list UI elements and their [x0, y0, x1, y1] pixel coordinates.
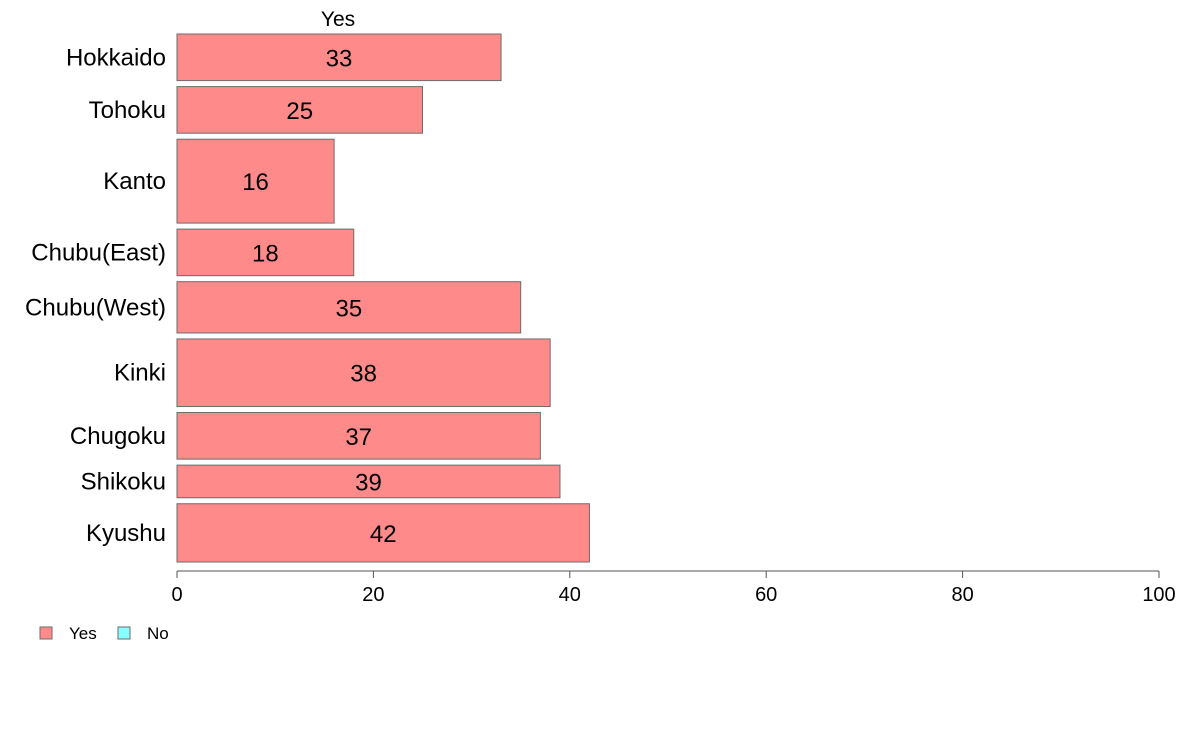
category-label-chubu-west: Chubu(West): [25, 294, 166, 321]
category-label-chubu-east: Chubu(East): [31, 239, 166, 266]
category-label-kyushu: Kyushu: [86, 520, 166, 547]
data-label-shikoku: 39: [355, 469, 382, 496]
x-tick-label-100: 100: [1142, 584, 1175, 606]
bar-kinki-yes: [176, 338, 551, 408]
category-label-hokkaido: Hokkaido: [66, 44, 166, 71]
category-label-kinki: Kinki: [114, 360, 166, 387]
data-label-tohoku: 25: [286, 98, 313, 125]
data-label-chugoku: 37: [345, 424, 372, 451]
category-label-shikoku: Shikoku: [81, 468, 166, 495]
legend: Yes No: [39, 624, 169, 643]
data-labels: 33 25 16 18 35 38 37 39 42: [242, 45, 396, 548]
data-label-kanto: 16: [242, 169, 269, 196]
legend-label-no: No: [147, 624, 169, 643]
bar-kyushu-yes: [176, 503, 590, 563]
data-label-chubu-east: 18: [252, 240, 279, 267]
x-tick-label-60: 60: [755, 584, 777, 606]
bar-hokkaido-yes: [176, 33, 502, 82]
bar-chubu-west-yes: [176, 281, 522, 334]
bars: [176, 33, 590, 563]
bar-chubu-east-yes: [176, 228, 355, 277]
bar-chugoku-yes: [176, 412, 541, 460]
x-tick-label-20: 20: [362, 584, 384, 606]
bar-kanto-yes: [176, 138, 335, 224]
category-label-tohoku: Tohoku: [89, 97, 166, 124]
legend-swatch-yes: [39, 626, 53, 640]
x-tick-label-40: 40: [559, 584, 581, 606]
bar-shikoku-yes: [176, 464, 561, 499]
data-label-kinki: 38: [350, 361, 377, 388]
legend-swatch-no: [117, 626, 131, 640]
legend-label-yes: Yes: [69, 624, 97, 643]
category-labels: Hokkaido Tohoku Kanto Chubu(East) Chubu(West…: [25, 44, 166, 547]
data-label-chubu-west: 35: [335, 295, 362, 322]
x-tick-label-80: 80: [951, 584, 973, 606]
x-tick-label-0: 0: [171, 584, 182, 606]
category-label-kanto: Kanto: [103, 168, 166, 195]
top-label: Yes: [321, 8, 355, 31]
bar-tohoku-yes: [176, 86, 423, 134]
data-label-hokkaido: 33: [326, 45, 353, 72]
category-label-chugoku: Chugoku: [70, 423, 166, 450]
data-label-kyushu: 42: [370, 521, 397, 548]
x-axis: 0 20 40 60 80 100: [171, 570, 1176, 606]
